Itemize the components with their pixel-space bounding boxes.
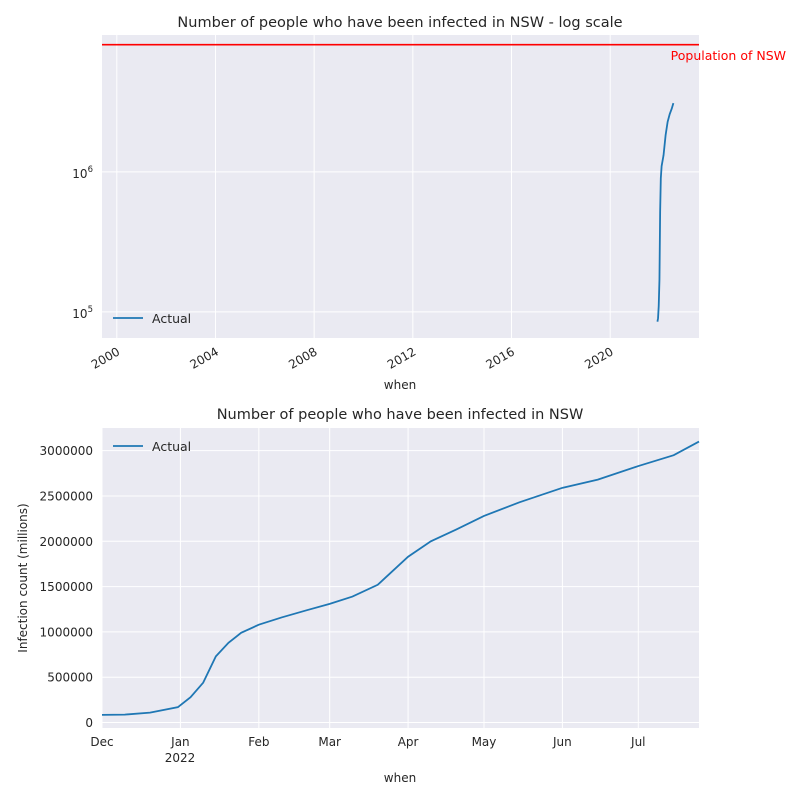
- top-legend-label: Actual: [152, 311, 191, 326]
- top-series-actual-line: [656, 102, 675, 322]
- top-x-tick-labels: 2000 2004 2008 2012 2016 2020: [89, 344, 616, 371]
- top-y-tick-1e5: 105: [72, 305, 93, 321]
- bottom-y-tick-labels: 0 500000 1000000 1500000 2000000 2500000 30000…: [40, 444, 93, 730]
- bottom-x-tick-apr: Apr: [398, 735, 419, 749]
- top-x-tick-2016: 2016: [484, 344, 517, 371]
- bottom-x-tick-feb: Feb: [248, 735, 269, 749]
- bottom-series-actual-line: [101, 440, 700, 716]
- top-y-tick-1e6: 106: [72, 165, 93, 181]
- top-chart-title: Number of people who have been infected …: [177, 15, 622, 31]
- bottom-y-axis-label: Infection count (millions): [16, 503, 30, 652]
- bottom-legend-label: Actual: [152, 439, 191, 454]
- bottom-x-axis-label: when: [384, 771, 416, 785]
- bottom-chart-title: Number of people who have been infected …: [217, 407, 584, 423]
- top-x-tick-2020: 2020: [582, 344, 615, 371]
- bottom-x-tick-jan: Jan: [170, 735, 190, 749]
- bottom-y-tick-2000000: 2000000: [40, 535, 93, 549]
- log-scale-chart: Number of people who have been infected …: [72, 15, 786, 392]
- top-x-tick-2008: 2008: [286, 344, 319, 371]
- top-x-tick-2000: 2000: [89, 344, 122, 371]
- bottom-legend: Actual: [113, 439, 191, 454]
- bottom-gridlines: [101, 428, 699, 728]
- linear-scale-chart: Number of people who have been infected …: [16, 407, 700, 785]
- top-legend: Actual: [113, 311, 191, 326]
- top-gridlines: [102, 35, 699, 338]
- bottom-x-tick-jun: Jun: [552, 735, 572, 749]
- bottom-x-tick-mar: Mar: [318, 735, 341, 749]
- bottom-x-tick-jul: Jul: [630, 735, 645, 749]
- bottom-y-tick-1500000: 1500000: [40, 580, 93, 594]
- bottom-x-tick-dec: Dec: [90, 735, 113, 749]
- top-x-axis-label: when: [384, 378, 416, 392]
- bottom-y-tick-500000: 500000: [47, 671, 93, 685]
- bottom-x-tick-may: May: [472, 735, 497, 749]
- bottom-x-tick-year: 2022: [165, 751, 196, 765]
- population-label: Population of NSW: [671, 48, 786, 63]
- top-y-tick-labels: 106 105: [72, 165, 93, 321]
- bottom-y-tick-2500000: 2500000: [40, 489, 93, 503]
- bottom-x-tick-labels: Dec Jan Feb Mar Apr May Jun Jul: [90, 735, 645, 749]
- top-plot-area: [102, 35, 699, 338]
- bottom-plot-area: [102, 428, 699, 728]
- bottom-y-tick-0: 0: [85, 716, 93, 730]
- bottom-y-tick-1000000: 1000000: [40, 625, 93, 639]
- bottom-y-tick-3000000: 3000000: [40, 444, 93, 458]
- top-x-tick-2004: 2004: [188, 344, 221, 371]
- top-x-tick-2012: 2012: [385, 344, 418, 371]
